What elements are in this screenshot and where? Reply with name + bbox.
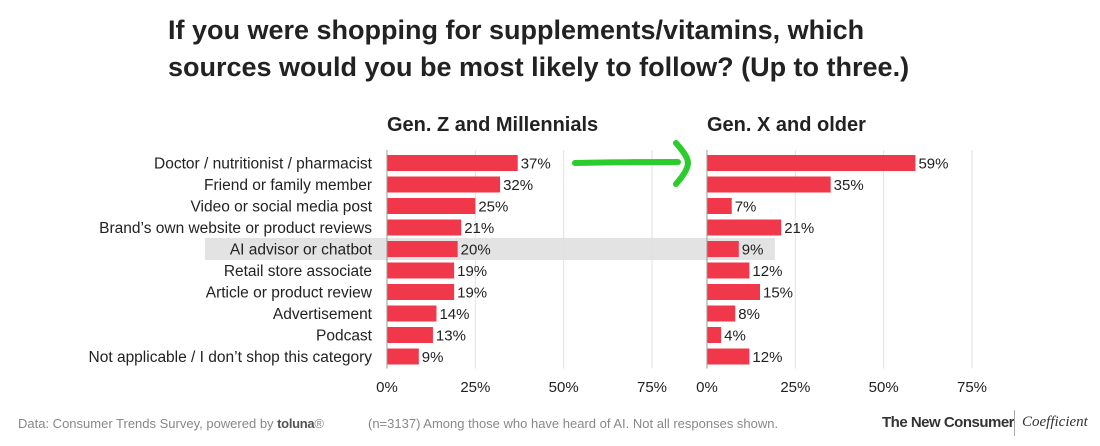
coefficient-logo: Coefficient bbox=[1022, 414, 1088, 430]
bar bbox=[387, 262, 455, 279]
bar bbox=[707, 327, 722, 343]
x-tick-label: 75% bbox=[637, 379, 667, 396]
category-label: Doctor / nutritionist / pharmacist bbox=[154, 156, 373, 173]
x-tick-label: 0% bbox=[696, 379, 718, 396]
source-note: Data: Consumer Trends Survey, powered by… bbox=[18, 416, 324, 431]
value-label: 8% bbox=[738, 306, 760, 323]
category-label: Friend or family member bbox=[204, 177, 372, 194]
arrow-shaft bbox=[572, 159, 681, 166]
value-label: 19% bbox=[457, 263, 487, 280]
value-label: 35% bbox=[834, 177, 864, 194]
category-label: Not applicable / I don’t shop this categ… bbox=[89, 349, 373, 366]
value-label: 7% bbox=[735, 199, 757, 216]
arrow-head bbox=[673, 140, 691, 187]
bar bbox=[387, 155, 518, 171]
value-label: 12% bbox=[752, 263, 782, 280]
bar bbox=[387, 241, 458, 257]
panel-title-gen-x-older: Gen. X and older bbox=[707, 114, 866, 136]
x-tick-label: 25% bbox=[460, 379, 490, 396]
x-tick-label: 50% bbox=[549, 379, 579, 396]
chart-title-line-1: If you were shopping for supplements/vit… bbox=[168, 15, 865, 45]
value-label: 15% bbox=[763, 285, 793, 302]
category-label: Article or product review bbox=[206, 285, 373, 302]
bar bbox=[707, 284, 760, 300]
toluna-logo: toluna bbox=[277, 416, 315, 431]
value-label: 59% bbox=[918, 156, 948, 173]
category-label: Brand’s own website or product reviews bbox=[99, 220, 372, 237]
x-tick-label: 50% bbox=[869, 379, 899, 396]
value-label: 25% bbox=[478, 199, 508, 216]
source-prefix: Data: Consumer Trends Survey, powered by bbox=[18, 416, 278, 431]
bar bbox=[707, 348, 750, 365]
category-label: Video or social media post bbox=[190, 199, 372, 216]
value-label: 13% bbox=[436, 328, 466, 345]
bar bbox=[707, 305, 736, 322]
category-label: Retail store associate bbox=[224, 263, 372, 280]
value-label: 19% bbox=[457, 285, 487, 302]
bar bbox=[387, 198, 476, 214]
value-label: 14% bbox=[439, 306, 469, 323]
panel-title-gen-z-millennials: Gen. Z and Millennials bbox=[387, 114, 599, 136]
value-label: 9% bbox=[422, 349, 444, 366]
bar bbox=[387, 305, 437, 322]
value-label: 21% bbox=[784, 220, 814, 237]
value-label: 32% bbox=[503, 177, 533, 194]
bar bbox=[387, 284, 455, 300]
logo-separator bbox=[1014, 410, 1015, 436]
chart-title-line-2: sources would you be most likely to foll… bbox=[168, 52, 910, 82]
x-tick-label: 75% bbox=[957, 379, 987, 396]
value-label: 4% bbox=[724, 328, 746, 345]
value-label: 9% bbox=[742, 242, 764, 259]
bar bbox=[707, 262, 750, 279]
value-label: 21% bbox=[464, 220, 494, 237]
x-tick-label: 25% bbox=[780, 379, 810, 396]
sample-note: (n=3137) Among those who have heard of A… bbox=[368, 416, 779, 431]
category-label: Podcast bbox=[316, 328, 373, 345]
bar bbox=[707, 219, 782, 236]
bar bbox=[707, 241, 739, 257]
bar bbox=[387, 219, 462, 236]
value-label: 20% bbox=[461, 242, 491, 259]
bar bbox=[387, 176, 501, 193]
highlight-band bbox=[205, 238, 775, 260]
value-label: 37% bbox=[521, 156, 551, 173]
category-label: AI advisor or chatbot bbox=[230, 242, 373, 259]
chart-title: If you were shopping for supplements/vit… bbox=[168, 12, 1028, 86]
bar bbox=[387, 348, 419, 365]
bar bbox=[387, 327, 433, 343]
bar bbox=[707, 176, 831, 193]
value-label: 12% bbox=[752, 349, 782, 366]
x-tick-label: 0% bbox=[376, 379, 398, 396]
toluna-mark: ® bbox=[314, 416, 324, 431]
category-label: Advertisement bbox=[273, 306, 373, 323]
bar bbox=[707, 198, 732, 214]
bar bbox=[707, 155, 916, 171]
the-new-consumer-logo: The New Consumer bbox=[882, 414, 1015, 431]
